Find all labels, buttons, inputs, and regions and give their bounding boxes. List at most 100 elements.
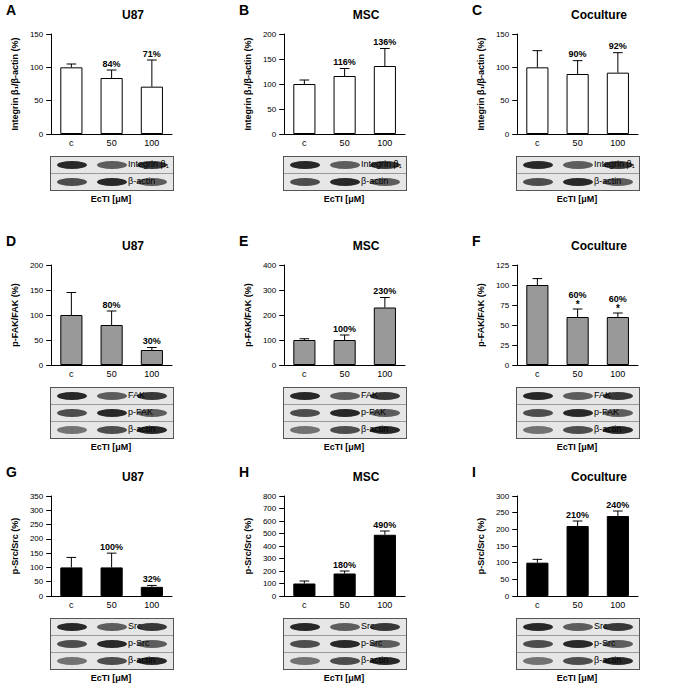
svg-text:50: 50 xyxy=(34,577,43,586)
svg-text:400: 400 xyxy=(263,542,277,551)
svg-text:Integrin β₁/β-actin (%): Integrin β₁/β-actin (%) xyxy=(10,37,20,130)
svg-text:U87: U87 xyxy=(122,8,144,22)
svg-text:230%: 230% xyxy=(373,286,396,296)
svg-text:50: 50 xyxy=(573,138,583,148)
svg-text:150: 150 xyxy=(496,30,510,39)
svg-text:100: 100 xyxy=(30,63,44,72)
svg-text:0: 0 xyxy=(505,130,510,139)
svg-text:50: 50 xyxy=(500,575,509,584)
svg-text:100: 100 xyxy=(610,369,625,379)
svg-text:50: 50 xyxy=(340,600,350,610)
svg-text:100: 100 xyxy=(610,138,625,148)
svg-text:30%: 30% xyxy=(143,336,161,346)
svg-text:100: 100 xyxy=(263,579,277,588)
svg-text:c: c xyxy=(69,600,74,610)
svg-text:Coculture: Coculture xyxy=(571,8,627,22)
svg-text:p-FAK/FAK (%): p-FAK/FAK (%) xyxy=(10,283,20,347)
svg-text:50: 50 xyxy=(34,336,43,345)
svg-text:100: 100 xyxy=(30,311,44,320)
svg-text:300: 300 xyxy=(263,554,277,563)
svg-text:75: 75 xyxy=(500,301,509,310)
svg-text:U87: U87 xyxy=(122,239,144,253)
svg-text:210%: 210% xyxy=(566,510,589,520)
svg-text:*: * xyxy=(576,299,580,310)
svg-text:c: c xyxy=(69,369,74,379)
svg-text:200: 200 xyxy=(263,311,277,320)
svg-text:Coculture: Coculture xyxy=(571,239,627,253)
svg-text:80%: 80% xyxy=(103,300,121,310)
svg-text:92%: 92% xyxy=(609,41,627,51)
svg-text:100: 100 xyxy=(30,563,44,572)
svg-text:0: 0 xyxy=(505,592,510,601)
svg-text:p-Src/Src (%): p-Src/Src (%) xyxy=(243,518,253,575)
svg-text:180%: 180% xyxy=(333,560,356,570)
svg-text:350: 350 xyxy=(30,492,44,501)
svg-text:100: 100 xyxy=(610,600,625,610)
svg-text:c: c xyxy=(535,138,540,148)
svg-text:Coculture: Coculture xyxy=(571,470,627,484)
svg-text:50: 50 xyxy=(500,96,509,105)
svg-text:100: 100 xyxy=(144,600,159,610)
svg-text:250: 250 xyxy=(30,520,44,529)
svg-text:MSC: MSC xyxy=(353,470,380,484)
svg-text:100: 100 xyxy=(263,80,277,89)
svg-text:50: 50 xyxy=(107,369,117,379)
svg-text:100: 100 xyxy=(377,369,392,379)
svg-text:p-Src/Src (%): p-Src/Src (%) xyxy=(10,518,20,575)
svg-text:400: 400 xyxy=(263,261,277,270)
svg-text:700: 700 xyxy=(263,504,277,513)
svg-text:84%: 84% xyxy=(103,59,121,69)
svg-text:p-FAK/FAK (%): p-FAK/FAK (%) xyxy=(243,283,253,347)
svg-text:150: 150 xyxy=(30,30,44,39)
svg-text:100: 100 xyxy=(144,138,159,148)
svg-text:200: 200 xyxy=(263,30,277,39)
svg-text:200: 200 xyxy=(30,261,44,270)
svg-text:100: 100 xyxy=(377,138,392,148)
svg-text:50: 50 xyxy=(573,600,583,610)
svg-text:125: 125 xyxy=(496,261,510,270)
svg-text:136%: 136% xyxy=(373,37,396,47)
svg-text:MSC: MSC xyxy=(353,8,380,22)
svg-text:0: 0 xyxy=(39,361,44,370)
svg-text:p-FAK/FAK (%): p-FAK/FAK (%) xyxy=(476,283,486,347)
svg-text:100%: 100% xyxy=(333,324,356,334)
svg-text:0: 0 xyxy=(505,361,510,370)
svg-text:100%: 100% xyxy=(100,542,123,552)
svg-text:32%: 32% xyxy=(143,574,161,584)
svg-text:*: * xyxy=(616,303,620,314)
svg-text:60%: 60% xyxy=(609,294,627,304)
svg-text:0: 0 xyxy=(272,130,277,139)
svg-text:0: 0 xyxy=(39,130,44,139)
svg-text:U87: U87 xyxy=(122,470,144,484)
svg-text:50: 50 xyxy=(573,369,583,379)
svg-text:50: 50 xyxy=(267,105,276,114)
svg-text:500: 500 xyxy=(263,529,277,538)
svg-text:50: 50 xyxy=(500,321,509,330)
svg-text:c: c xyxy=(535,369,540,379)
svg-text:c: c xyxy=(302,369,307,379)
svg-text:250: 250 xyxy=(496,508,510,517)
svg-text:0: 0 xyxy=(39,592,44,601)
svg-text:300: 300 xyxy=(263,286,277,295)
svg-text:50: 50 xyxy=(340,369,350,379)
svg-text:c: c xyxy=(302,600,307,610)
svg-text:c: c xyxy=(302,138,307,148)
svg-text:60%: 60% xyxy=(569,290,587,300)
svg-text:200: 200 xyxy=(263,567,277,576)
svg-text:300: 300 xyxy=(30,506,44,515)
svg-text:800: 800 xyxy=(263,492,277,501)
svg-text:Integrin β₁/β-actin (%): Integrin β₁/β-actin (%) xyxy=(476,37,486,130)
svg-text:150: 150 xyxy=(496,542,510,551)
svg-text:50: 50 xyxy=(107,600,117,610)
svg-text:150: 150 xyxy=(30,286,44,295)
svg-text:90%: 90% xyxy=(569,49,587,59)
svg-text:71%: 71% xyxy=(143,49,161,59)
svg-text:100: 100 xyxy=(377,600,392,610)
svg-text:c: c xyxy=(69,138,74,148)
svg-text:150: 150 xyxy=(30,549,44,558)
svg-text:c: c xyxy=(535,600,540,610)
svg-text:0: 0 xyxy=(272,592,277,601)
svg-text:100: 100 xyxy=(496,558,510,567)
svg-text:490%: 490% xyxy=(373,520,396,530)
svg-text:300: 300 xyxy=(496,492,510,501)
